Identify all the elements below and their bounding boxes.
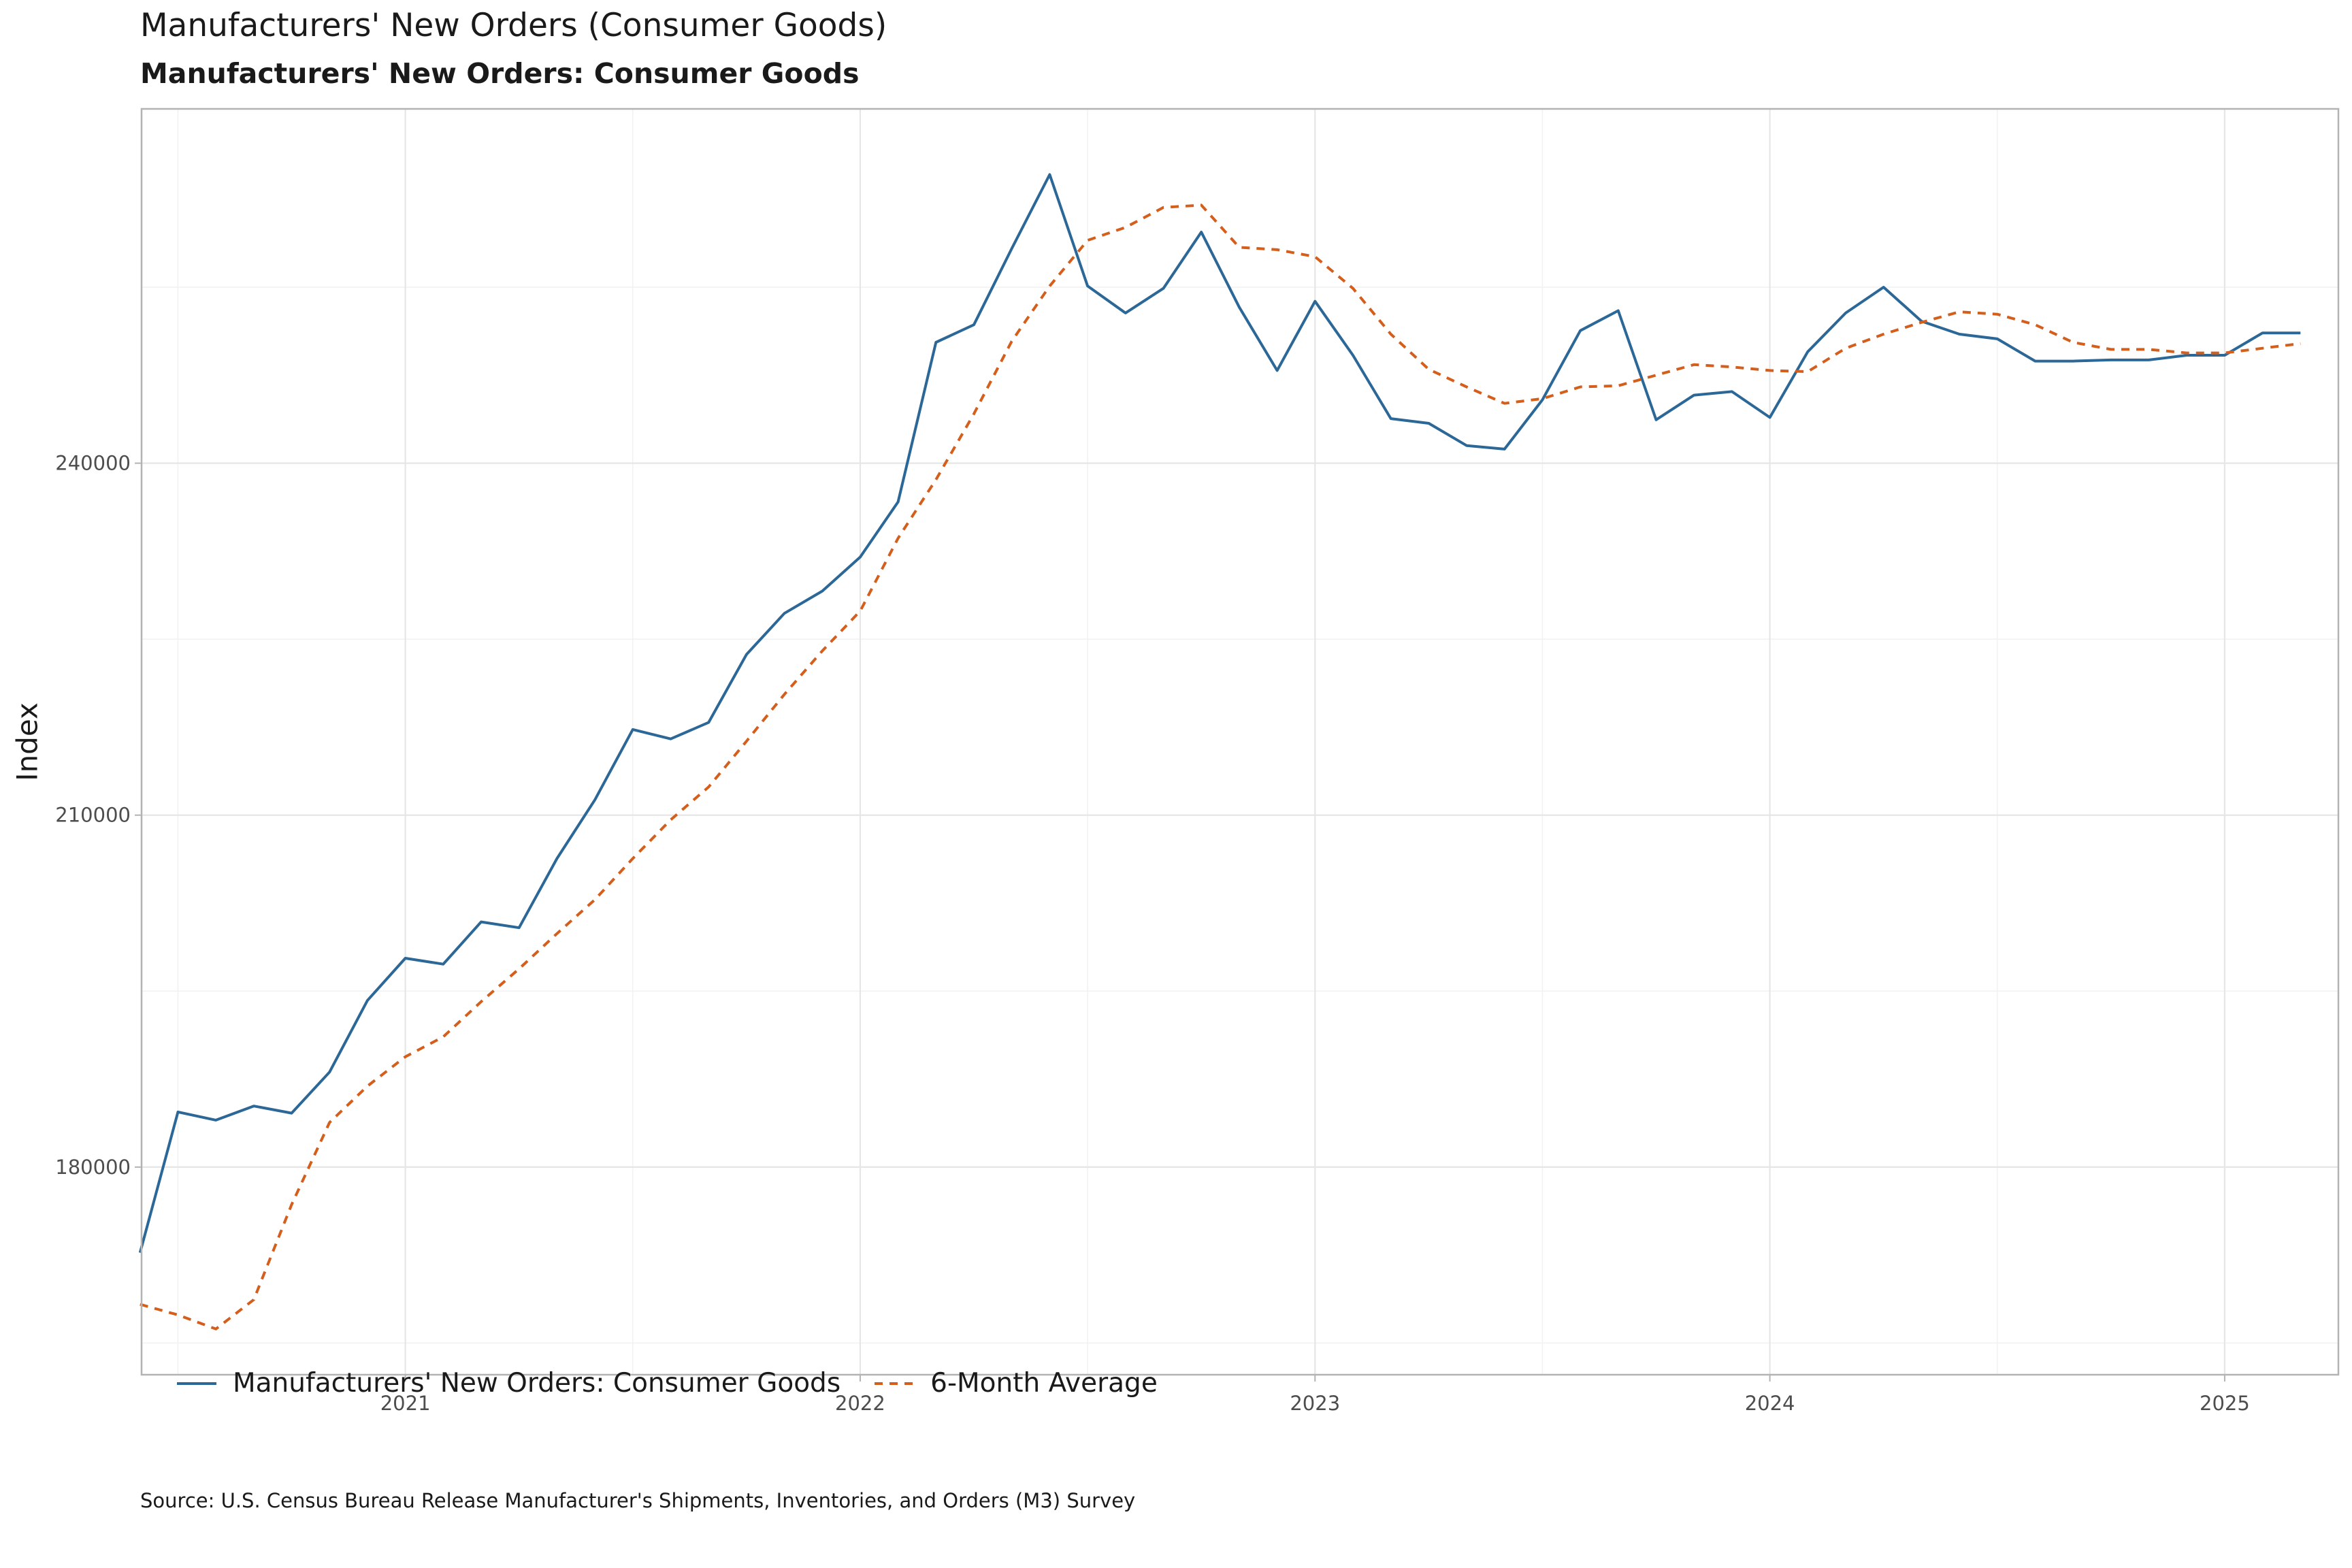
y-tick-label: 180000 <box>55 1156 131 1179</box>
legend-label-new-orders: Manufacturers' New Orders: Consumer Good… <box>233 1368 841 1399</box>
x-tick-label: 2025 <box>2200 1392 2250 1415</box>
x-tick-label: 2023 <box>1290 1392 1340 1415</box>
legend-item-new-orders: Manufacturers' New Orders: Consumer Good… <box>176 1368 840 1399</box>
plot-panel-border <box>140 108 2340 1376</box>
major-gridlines <box>142 109 2338 1375</box>
legend: Manufacturers' New Orders: Consumer Good… <box>176 1368 1190 1399</box>
legend-label-6-month-average: 6-Month Average <box>930 1368 1158 1399</box>
minor-gridlines <box>142 109 2338 1375</box>
series-line-6-month-average <box>140 203 2301 1330</box>
y-tick-label: 210000 <box>55 804 131 827</box>
legend-item-6-month-average: 6-Month Average <box>873 1368 1158 1399</box>
x-axis: 2021 2022 2023 2024 2025 <box>380 1375 2250 1415</box>
x-tick-label: 2021 <box>380 1392 431 1415</box>
legend-key-solid-line <box>177 1382 216 1385</box>
series-line-new-orders <box>138 173 2301 1254</box>
source-caption: Source: U.S. Census Bureau Release Manuf… <box>140 1489 1136 1512</box>
x-tick-label: 2022 <box>835 1392 885 1415</box>
series-layer <box>138 173 2301 1330</box>
x-tick-label: 2024 <box>1745 1392 1795 1415</box>
y-axis: 180000 210000 240000 <box>55 452 142 1179</box>
legend-key-dashed-line <box>875 1382 915 1385</box>
chart-subtitle: Manufacturers' New Orders: Consumer Good… <box>140 57 860 90</box>
chart-title: Manufacturers' New Orders (Consumer Good… <box>140 7 887 44</box>
y-tick-label: 240000 <box>55 452 131 475</box>
